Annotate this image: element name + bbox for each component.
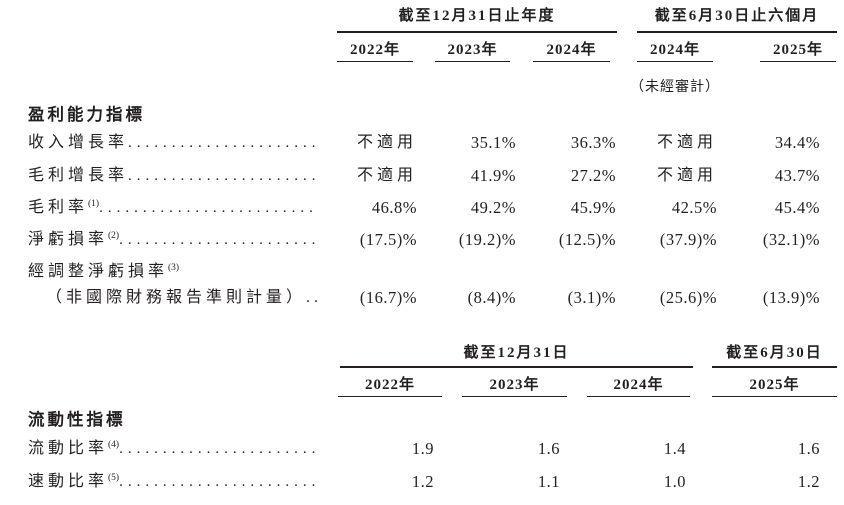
metric-value: 1.4 [663,439,686,458]
metric-value: 不適用 [656,134,717,151]
t2-period-rule-annual [340,366,693,368]
metric-value: 不適用 [656,167,717,184]
metric-value: 35.1% [470,133,516,152]
footnote-marker: (4) [108,440,120,450]
t1-year-header-2025: 2025年 [760,40,836,62]
metric-value: 1.9 [411,439,434,458]
row-label-current-ratio: 流動比率(4).................................… [28,439,318,461]
metric-value: 1.6 [797,439,820,458]
dot-leader: ........................................… [128,168,318,184]
t2-period-rule-interim [712,366,837,368]
row-label-gross-margin: 毛利率(1)..................................… [28,198,318,220]
t1-year-header-2024: 2024年 [533,40,610,62]
row-label-quick-ratio: 速動比率(5).................................… [28,472,318,494]
t2-year-header-2025: 2025年 [712,375,837,397]
row-label-gross-profit-growth: 毛利增長率...................................… [28,166,318,188]
unaudited-note: （未經審計） [630,80,720,95]
row-label-net-loss-margin: 淨虧損率(2).................................… [28,230,318,252]
metric-value: 不適用 [356,167,417,184]
t2-period-group-annual-label: 截至12月31日 [463,345,570,361]
row-label-adjusted-net-loss-margin: 經調整淨虧損率(3) [28,263,180,280]
dot-leader: ........................................… [119,232,318,248]
t1-year-header-2023: 2023年 [435,40,510,62]
metric-value: 43.7% [774,166,820,185]
t2-year-header-2023: 2023年 [462,375,567,397]
t1-year-header-2022: 2022年 [337,40,413,62]
metric-value: 45.4% [774,198,820,217]
metric-value: 1.2 [411,472,434,491]
metric-value: (32.1)% [762,230,820,249]
t1-year-header-2024-interim: 2024年 [637,40,713,62]
t1-period-rule-annual [337,31,617,33]
footnote-marker: (5) [108,473,120,483]
metric-value: (8.4)% [467,288,516,307]
metric-value: 27.2% [570,166,616,185]
dot-leader: ........................................… [119,474,318,490]
dot-leader: ........................................… [99,200,318,216]
metric-value: 34.4% [774,133,820,152]
row-label-revenue-growth: 收入增長率...................................… [28,133,318,155]
metric-value: 1.2 [797,472,820,491]
t1-period-group-interim-label: 截至6月30日止六個月 [654,8,820,24]
metric-value: 45.9% [570,198,616,217]
metric-value: (12.5)% [558,230,616,249]
footnote-marker: (2) [108,231,120,241]
t1-period-group-annual-label: 截至12月31日止年度 [398,8,556,24]
metric-value: 41.9% [470,166,516,185]
metric-value: 46.8% [371,198,417,217]
t2-year-header-2024: 2024年 [587,375,690,397]
metric-value: 1.6 [537,439,560,458]
section-title-profitability: 盈利能力指標 [28,105,145,124]
metric-value: (13.9)% [762,288,820,307]
metric-value: (37.9)% [659,230,717,249]
section-title-liquidity: 流動性指標 [28,410,126,429]
metric-value: 42.5% [671,198,717,217]
metric-value: (19.2)% [458,230,516,249]
footnote-marker: (3) [168,263,180,273]
footnote-marker: (1) [88,199,100,209]
metric-value: 1.1 [537,472,560,491]
metric-value: 49.2% [470,198,516,217]
dot-leader: ........................................… [128,135,318,151]
t2-period-group-interim-label: 截至6月30日 [726,345,823,361]
row-label-non-ifrs-measure: （非國際財務報告準則計量）.. [46,289,323,306]
metric-value: (16.7)% [359,288,417,307]
t1-period-rule-interim [637,31,837,33]
dot-leader: ........................................… [119,441,318,457]
metric-value: 不適用 [356,134,417,151]
metric-value: 36.3% [570,133,616,152]
metric-value: (3.1)% [567,288,616,307]
t2-year-header-2022: 2022年 [338,375,442,397]
metric-value: (17.5)% [359,230,417,249]
metric-value: 1.0 [663,472,686,491]
metric-value: (25.6)% [659,288,717,307]
